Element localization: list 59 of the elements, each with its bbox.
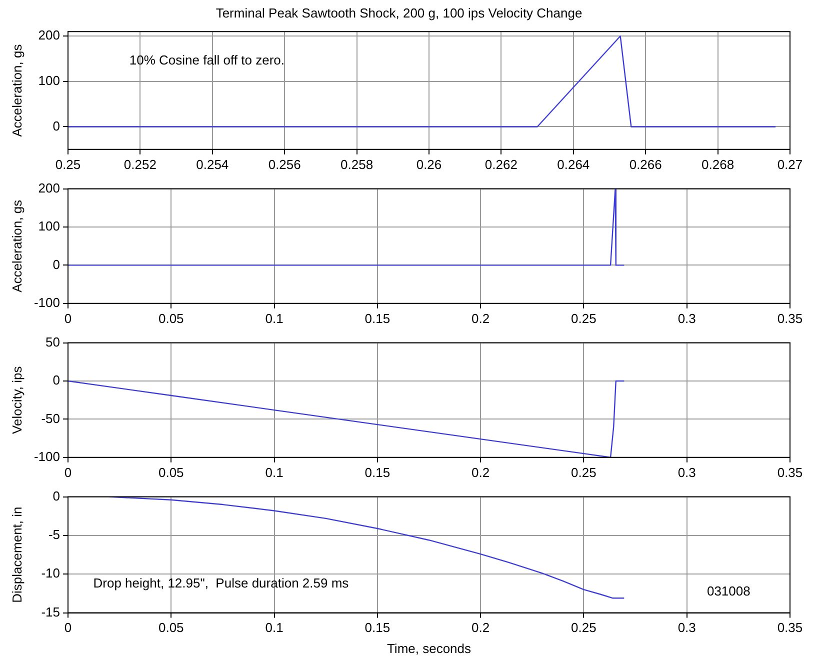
y-tick-label: -10 [41, 566, 60, 581]
annotation: Drop height, 12.95", Pulse duration 2.59 ms [93, 575, 350, 590]
x-tick-label: 0.3 [678, 310, 696, 326]
annotation: 031008 [706, 584, 750, 598]
y-tick-label: 0 [52, 372, 60, 388]
x-tick-label: 0.35 [777, 620, 803, 636]
y-tick-label: 200 [38, 28, 60, 43]
y-tick-label: 100 [38, 73, 60, 88]
y-tick-label: 0 [52, 488, 60, 504]
x-tick-label: 0.05 [158, 464, 184, 480]
x-tick-label: 0.15 [364, 620, 390, 636]
y-tick-label: -15 [41, 604, 60, 620]
x-tick-label: 0.254 [196, 156, 229, 172]
x-axis-title: Time, seconds [386, 640, 472, 656]
x-tick-label: 0.05 [158, 310, 184, 326]
x-tick-label: 0.25 [55, 156, 81, 172]
y-axis-title: Velocity, ips [9, 366, 24, 434]
y-tick-label: 0 [52, 256, 60, 272]
x-tick-label: 0.15 [364, 464, 390, 480]
y-axis-title: Acceleration, gs [9, 44, 24, 137]
x-tick-label: 0.268 [702, 156, 734, 172]
y-tick-label: -100 [34, 294, 60, 310]
chart-title: Terminal Peak Sawtooth Shock, 200 g, 100 ips Velocity Change [216, 5, 582, 20]
x-tick-label: 0.35 [777, 310, 803, 326]
y-tick-label: -100 [34, 448, 60, 464]
x-tick-label: 0.15 [364, 310, 390, 326]
x-tick-label: 0.262 [484, 156, 518, 172]
x-tick-label: 0.3 [678, 620, 696, 636]
x-tick-label: 0.264 [557, 156, 590, 172]
x-tick-label: 0.256 [268, 156, 301, 172]
y-tick-label: 100 [38, 218, 60, 234]
x-tick-label: 0 [64, 620, 72, 636]
y-tick-label: 50 [46, 334, 60, 350]
x-tick-label: 0 [64, 464, 72, 480]
y-tick-label: -50 [41, 410, 60, 426]
y-axis-title: Acceleration, gs [9, 199, 24, 292]
x-tick-label: 0.258 [340, 156, 374, 172]
y-tick-label: 200 [38, 180, 60, 196]
x-tick-label: 0.2 [472, 464, 490, 480]
annotation: 10% Cosine fall off to zero. [129, 52, 284, 68]
x-tick-label: 0.25 [571, 310, 596, 326]
x-tick-label: 0.1 [265, 620, 284, 636]
x-tick-label: 0.266 [629, 156, 662, 172]
y-tick-label: 0 [52, 118, 60, 134]
x-tick-label: 0.3 [678, 464, 696, 480]
x-tick-label: 0.2 [472, 310, 490, 326]
y-axis-title: Displacement, in [9, 506, 24, 603]
x-tick-label: 0 [64, 310, 72, 326]
x-tick-label: 0.27 [777, 156, 803, 172]
x-tick-label: 0.26 [416, 156, 442, 172]
x-tick-label: 0.25 [571, 620, 596, 636]
y-tick-label: -5 [48, 527, 60, 542]
x-tick-label: 0.252 [124, 156, 156, 172]
x-tick-label: 0.05 [158, 620, 184, 636]
x-tick-label: 0.2 [472, 620, 490, 636]
x-tick-label: 0.1 [265, 464, 284, 480]
x-tick-label: 0.25 [571, 464, 596, 480]
x-tick-label: 0.35 [777, 464, 803, 480]
x-tick-label: 0.1 [265, 310, 284, 326]
